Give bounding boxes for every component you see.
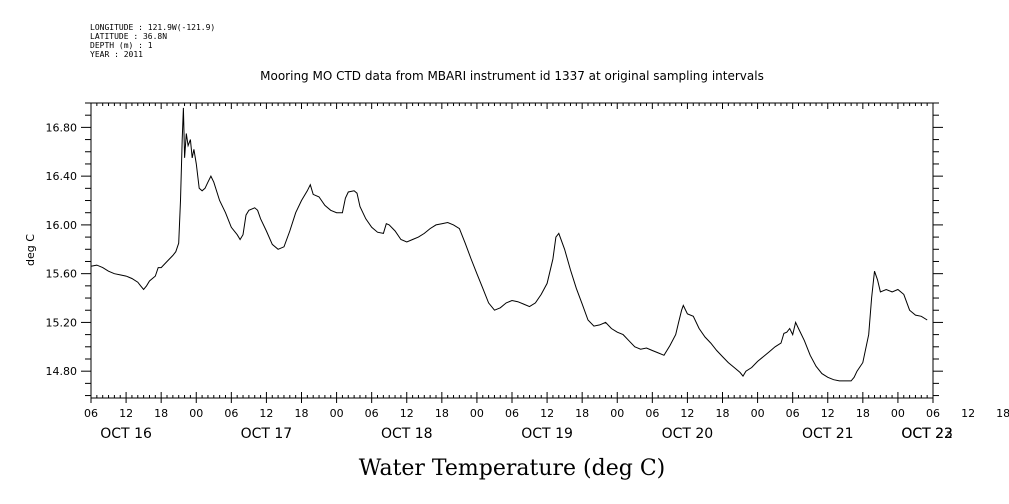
chart-subtitle: Water Temperature (deg C) — [359, 456, 666, 481]
x-tick-label: 06 — [505, 407, 519, 420]
x-tick-label: 06 — [224, 407, 238, 420]
y-axis-label: deg C — [24, 234, 37, 266]
x-tick-label: 00 — [189, 407, 203, 420]
x-tick-label: 06 — [926, 407, 940, 420]
y-tick-label: 15.60 — [46, 268, 78, 281]
day-label: OCT 18 — [381, 426, 433, 442]
chart-title: Mooring MO CTD data from MBARI instrumen… — [260, 69, 764, 83]
metadata-latitude: LATITUDE : 36.8N — [90, 32, 167, 41]
axis-ticks — [81, 102, 943, 403]
x-tick-label: 12 — [259, 407, 273, 420]
day-labels: OCT 16 OCT 17 OCT 18 OCT 19 OCT 20 OCT 21 OCT … — [100, 426, 953, 442]
day-label: OCT 23 — [901, 426, 953, 442]
x-tick-label: 12 — [961, 407, 975, 420]
metadata-depth: DEPTH (m) : 1 — [90, 41, 153, 50]
metadata-longitude: LONGITUDE : 121.9W(-121.9) — [90, 23, 215, 32]
day-label: OCT 20 — [662, 426, 714, 442]
y-tick-label: 14.80 — [46, 365, 78, 378]
y-tick-label: 15.20 — [46, 316, 78, 329]
x-tick-labels: 06 12 18 00 06 12 18 00 06 12 18 00 06 12 18 00 06 12 18 00… — [84, 407, 1009, 420]
x-tick-label: 18 — [996, 407, 1009, 420]
x-tick-label: 18 — [435, 407, 449, 420]
x-tick-label: 18 — [716, 407, 730, 420]
x-tick-label: 12 — [680, 407, 694, 420]
x-tick-label: 00 — [891, 407, 905, 420]
x-tick-label: 00 — [470, 407, 484, 420]
y-tick-label: 16.40 — [46, 170, 78, 183]
x-tick-label: 12 — [821, 407, 835, 420]
y-tick-label: 16.80 — [46, 121, 78, 134]
day-label: OCT 17 — [241, 426, 293, 442]
x-tick-label: 18 — [575, 407, 589, 420]
x-tick-label: 06 — [645, 407, 659, 420]
x-tick-label: 12 — [540, 407, 554, 420]
metadata-year: YEAR : 2011 — [90, 50, 143, 59]
x-tick-label: 18 — [856, 407, 870, 420]
x-tick-label: 00 — [610, 407, 624, 420]
day-label: OCT 21 — [802, 426, 854, 442]
x-tick-label: 06 — [84, 407, 98, 420]
day-label: OCT 19 — [521, 426, 573, 442]
day-label: OCT 16 — [100, 426, 152, 442]
x-tick-label: 00 — [751, 407, 765, 420]
series-line-water-temperature — [90, 107, 928, 382]
x-tick-label: 00 — [330, 407, 344, 420]
x-tick-label: 12 — [400, 407, 414, 420]
metadata-block: LONGITUDE : 121.9W(-121.9) LATITUDE : 36… — [90, 23, 215, 59]
y-tick-label: 16.00 — [46, 219, 78, 232]
x-tick-label: 06 — [786, 407, 800, 420]
day-label: OCT 22 — [901, 426, 953, 442]
x-tick-label: 18 — [154, 407, 168, 420]
x-tick-label: 06 — [365, 407, 379, 420]
y-tick-labels: 14.80 15.20 15.60 16.00 16.40 16.80 — [46, 121, 78, 378]
x-tick-label: 12 — [119, 407, 133, 420]
x-tick-label: 18 — [295, 407, 309, 420]
plot-frame — [90, 102, 934, 399]
